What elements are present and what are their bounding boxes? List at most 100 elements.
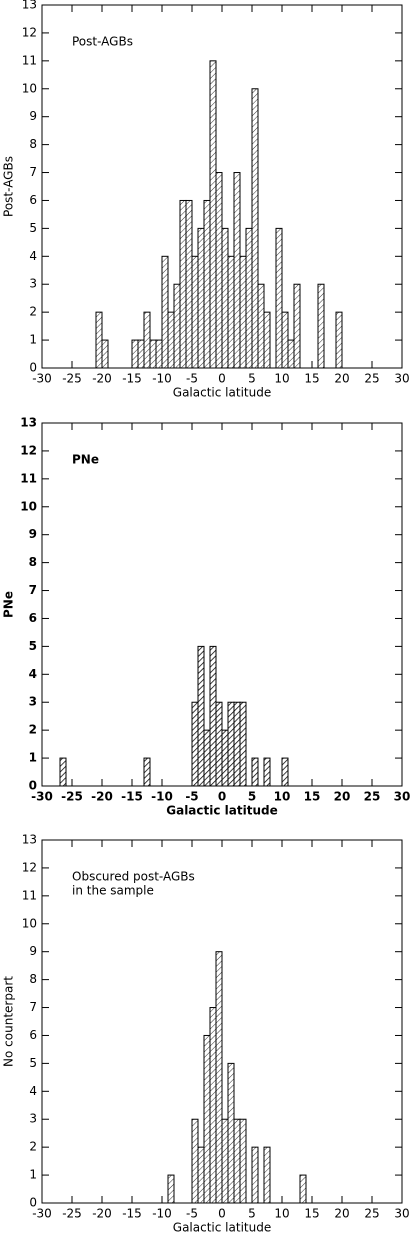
y-tick-label: 11	[20, 471, 37, 485]
annotation: in the sample	[72, 884, 154, 898]
y-tick-label: 6	[29, 611, 37, 625]
y-tick-label: 6	[29, 193, 37, 207]
x-tick-label: 10	[274, 1207, 289, 1221]
bar	[227, 701, 235, 787]
bar	[203, 729, 211, 787]
y-tick-label: 7	[29, 583, 37, 597]
bar	[215, 951, 223, 1204]
bar	[191, 255, 199, 369]
y-tick-label: 1	[29, 751, 37, 765]
y-tick-label: 13	[20, 416, 37, 430]
y-axis-label: PNe	[2, 591, 16, 618]
bar	[197, 1146, 205, 1204]
y-tick-label: 5	[29, 221, 37, 235]
y-tick-label: 4	[29, 667, 37, 681]
bar	[215, 701, 223, 787]
bar	[287, 339, 295, 369]
bar	[173, 283, 181, 369]
y-tick-label: 1	[29, 333, 37, 347]
bar	[251, 757, 259, 787]
bar	[209, 1007, 217, 1204]
y-tick-label: 4	[29, 1084, 37, 1098]
y-tick-label: 12	[22, 25, 37, 39]
x-tick-label: -25	[62, 1207, 82, 1221]
bar	[203, 1034, 211, 1204]
x-tick-label: 25	[364, 372, 379, 386]
x-tick-label: 5	[248, 372, 256, 386]
x-tick-label: 15	[304, 790, 321, 804]
bar	[221, 227, 229, 369]
bar	[257, 283, 265, 369]
annotation: Obscured post-AGBs	[72, 870, 195, 884]
bar	[155, 339, 163, 369]
x-axis-label: Galactic latitude	[173, 1221, 271, 1234]
x-tick-label: 30	[394, 1207, 409, 1221]
x-tick-label: -30	[32, 372, 52, 386]
x-tick-label: -5	[185, 790, 198, 804]
bar	[59, 757, 67, 787]
bar	[233, 172, 241, 369]
bar	[215, 172, 223, 369]
y-tick-label: 10	[22, 916, 37, 930]
bar	[299, 1174, 307, 1204]
x-tick-label: -10	[152, 1207, 172, 1221]
y-tick-label: 8	[29, 137, 37, 151]
bar	[239, 255, 247, 369]
y-tick-label: 8	[29, 972, 37, 986]
x-tick-label: 20	[334, 790, 351, 804]
y-tick-label: 13	[22, 0, 37, 12]
y-tick-label: 0	[29, 779, 37, 793]
y-tick-label: 0	[29, 361, 37, 375]
bar	[275, 227, 283, 369]
bar	[191, 701, 199, 787]
x-axis-label: Galactic latitude	[166, 804, 277, 818]
x-tick-label: 20	[334, 372, 349, 386]
annotation: PNe	[72, 453, 99, 467]
bar	[239, 1118, 247, 1204]
x-tick-label: -10	[152, 372, 172, 386]
bar	[233, 1118, 241, 1204]
y-tick-label: 7	[29, 165, 37, 179]
bar	[263, 311, 271, 369]
bar	[251, 1146, 259, 1204]
y-tick-label: 2	[29, 723, 37, 737]
y-tick-label: 13	[22, 833, 37, 847]
bar	[95, 311, 103, 369]
y-tick-label: 5	[29, 1056, 37, 1070]
x-tick-label: -25	[62, 372, 82, 386]
bar	[209, 645, 217, 787]
bar	[335, 311, 343, 369]
y-tick-label: 11	[22, 888, 37, 902]
y-tick-label: 2	[29, 1140, 37, 1154]
x-tick-label: -15	[121, 790, 143, 804]
x-tick-label: -10	[151, 790, 173, 804]
bar	[179, 199, 187, 369]
x-tick-label: -30	[32, 1207, 52, 1221]
y-axis-label: Post-AGBs	[2, 156, 16, 217]
bar	[191, 1118, 199, 1204]
bar	[245, 227, 253, 369]
panel: -30 -25 -20 -15 -10 -5 0 5 10 15 20 25 3001234567891…	[2, 0, 410, 400]
x-tick-label: 10	[274, 372, 289, 386]
bar	[293, 283, 301, 369]
x-tick-label: 25	[364, 1207, 379, 1221]
bar	[197, 645, 205, 787]
y-tick-label: 3	[29, 1112, 37, 1126]
x-tick-label: 0	[218, 1207, 226, 1221]
y-tick-label: 9	[29, 944, 37, 958]
y-tick-label: 12	[20, 443, 37, 457]
bar	[101, 339, 109, 369]
bar	[281, 311, 289, 369]
y-tick-label: 7	[29, 1000, 37, 1014]
y-tick-label: 8	[29, 555, 37, 569]
y-tick-label: 3	[29, 695, 37, 709]
annotation: Post-AGBs	[72, 35, 133, 49]
y-tick-label: 10	[22, 81, 37, 95]
y-tick-label: 9	[29, 109, 37, 123]
y-tick-label: 12	[22, 860, 37, 874]
y-axis-label: No counterpart	[2, 976, 16, 1067]
bar	[143, 757, 151, 787]
bar	[161, 255, 169, 369]
y-tick-label: 3	[29, 277, 37, 291]
bar	[185, 199, 193, 369]
